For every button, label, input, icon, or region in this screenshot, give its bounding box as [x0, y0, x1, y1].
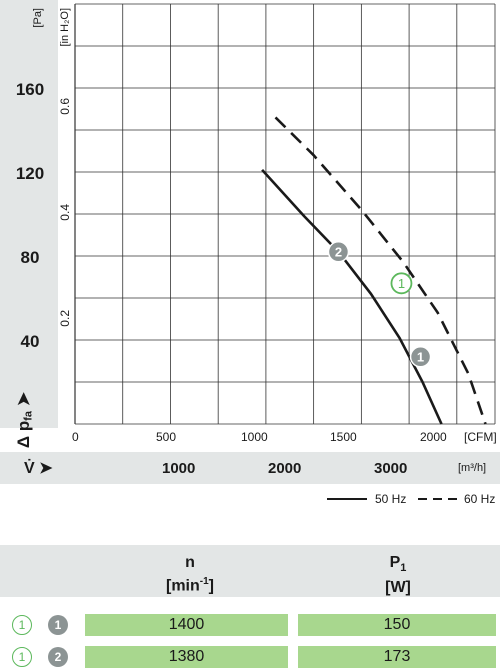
m3h-unit-label: [m³/h]: [458, 462, 487, 474]
badge-outline-icon: 1: [12, 647, 32, 667]
marker-circle: [327, 241, 350, 263]
inh2o-tick-label: 0.6: [58, 98, 72, 115]
marker-circle: [409, 346, 432, 368]
cfm-tick-label: 1500: [330, 430, 357, 444]
marker-label: 1: [398, 276, 405, 291]
curve-marker: 1: [390, 272, 413, 295]
cfm-tick-label: 2000: [420, 430, 447, 444]
grid: [74, 3, 496, 425]
legend-dashed-swatch: [418, 498, 458, 500]
pa-tick-label: 80: [20, 248, 40, 267]
markers: 1 2 1: [327, 241, 432, 368]
curves: [261, 116, 487, 425]
cell-n: 1380: [85, 646, 288, 668]
table-header: [0, 545, 500, 597]
table-col-p1-header: P1 [W]: [385, 554, 411, 597]
badge-filled-icon: 1: [48, 615, 68, 635]
inh2o-tick-label: 0.2: [58, 310, 72, 327]
cfm-tick-label: 1000: [241, 430, 268, 444]
right-axis-unit: [in H₂O]: [59, 8, 71, 47]
marker-label: 1: [417, 349, 424, 364]
badge-filled-icon: 2: [48, 647, 68, 667]
x-axis-label: V̇ ➤: [24, 460, 53, 477]
marker-circle: [390, 272, 413, 295]
pa-tick-label: 40: [20, 332, 40, 351]
curve-marker: 1: [409, 346, 432, 368]
table-row: 1 2 1380 173: [0, 646, 500, 668]
m3h-tick-label: 1000: [162, 460, 196, 477]
legend-solid-swatch: [327, 498, 367, 500]
bottom-axis-panel: [0, 452, 500, 484]
cfm-unit-label: [CFM]: [464, 430, 497, 444]
m3h-tick-label: 3000: [374, 460, 408, 477]
pa-tick-label: 160: [15, 80, 45, 99]
y-axis-label: Δ pfa ➤: [14, 392, 35, 449]
table-row: 1 1 1400 150: [0, 614, 500, 636]
badge-outline-icon: 1: [12, 615, 32, 635]
marker-label: 2: [335, 244, 342, 259]
legend-dashed-label: 60 Hz: [464, 492, 496, 506]
cfm-tick-label: 0: [72, 430, 79, 444]
inh2o-tick-label: 0.4: [58, 204, 72, 221]
left-axis-unit: [Pa]: [32, 8, 44, 28]
table-col-n-header: n [min-1]: [165, 554, 214, 595]
curve-50-hz: [261, 169, 443, 425]
cell-p1: 150: [298, 614, 496, 636]
curve-marker: 2: [327, 241, 350, 263]
cfm-tick-label: 500: [156, 430, 177, 444]
curve-60-hz: [274, 116, 487, 425]
cell-n: 1400: [85, 614, 288, 636]
m3h-tick-label: 2000: [268, 460, 302, 477]
cell-p1: 173: [298, 646, 496, 668]
pa-tick-label: 120: [15, 164, 45, 183]
left-axis-panel: [0, 0, 58, 428]
legend-solid-label: 50 Hz: [375, 492, 407, 506]
